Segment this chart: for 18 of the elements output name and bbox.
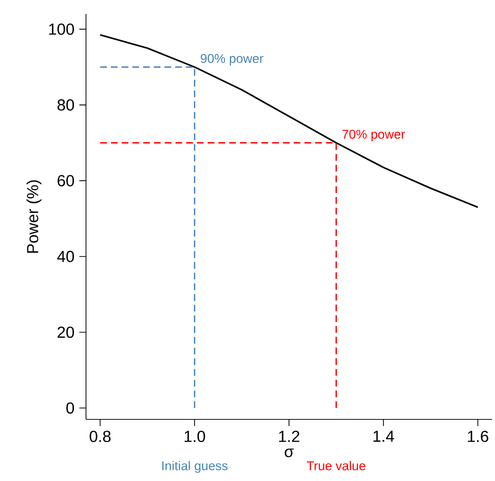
text: True value	[306, 460, 366, 470]
x-axis-title: σ	[284, 448, 294, 458]
y-tick-label: 100	[49, 24, 74, 35]
annotation: 70% power	[342, 130, 405, 142]
text: Initial guess	[162, 460, 228, 473]
line-series	[99, 34, 479, 208]
x-tick-label: 1.6	[468, 430, 488, 442]
annotation: 90% power	[200, 54, 264, 66]
x-tick-label: 1.4	[374, 430, 394, 442]
y-tick-label: 60	[58, 175, 74, 186]
x-tick-label: 1.0	[184, 430, 206, 442]
y-tick-label: 40	[57, 250, 74, 262]
y-axis-title: Power (%)	[26, 180, 42, 253]
y-tick-label: 0	[66, 402, 74, 414]
x-tick-label: 1.2	[279, 430, 300, 442]
y-tick-label: 20	[58, 326, 74, 338]
y-tick-label: 80	[58, 99, 74, 111]
x-tick-label: 0.8	[90, 430, 111, 442]
